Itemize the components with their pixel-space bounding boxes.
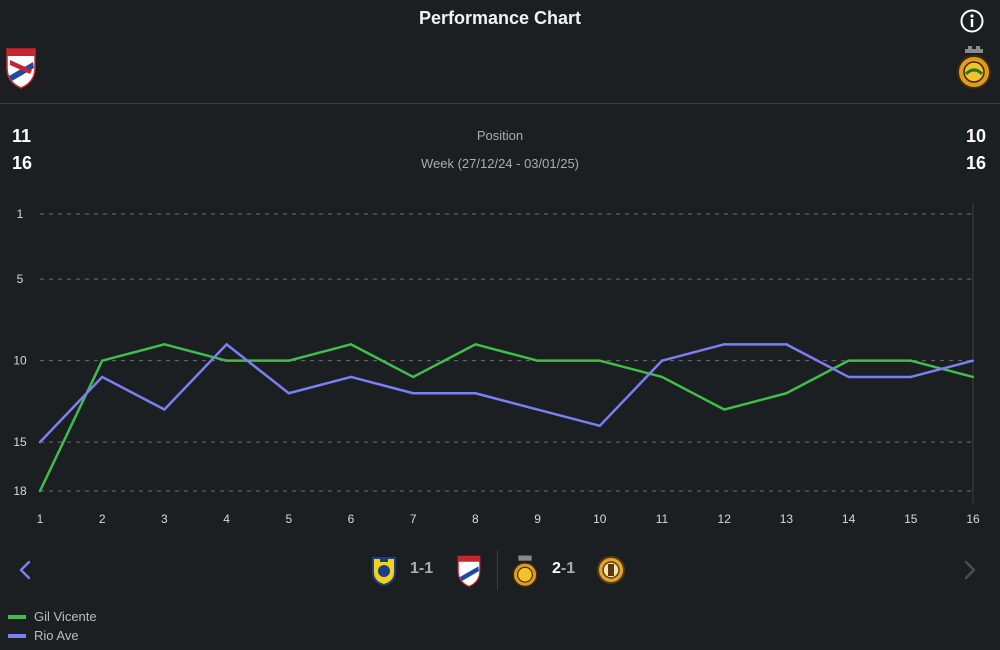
- fixture-1-away-goals: 1: [424, 560, 434, 577]
- x-tick-label-2: 2: [99, 512, 106, 526]
- x-tick-label-5: 5: [285, 512, 292, 526]
- series-line-gil-vicente: [38, 343, 974, 492]
- legend-label-rio-ave: Rio Ave: [34, 628, 79, 643]
- data-point-rio-ave-8: [474, 392, 477, 395]
- data-point-gil-vicente-15: [909, 359, 912, 362]
- gil-vicente-crest-icon[interactable]: [455, 554, 483, 588]
- rio-ave-crest-icon[interactable]: [511, 554, 539, 588]
- fixture-divider: [497, 550, 498, 590]
- data-point-gil-vicente-13: [785, 392, 788, 395]
- data-point-rio-ave-2: [101, 375, 104, 379]
- fixture-2-score-separator: -: [560, 560, 567, 577]
- header-divider: [0, 103, 1000, 104]
- data-point-gil-vicente-16: [971, 375, 975, 379]
- x-tick-label-7: 7: [410, 512, 417, 526]
- fixture-2-home-goals: 2: [552, 560, 561, 577]
- legend-label-gil-vicente: Gil Vicente: [34, 609, 97, 624]
- data-point-gil-vicente-10: [598, 359, 601, 362]
- data-point-rio-ave-9: [536, 408, 539, 411]
- chevron-right-icon[interactable]: [957, 558, 981, 582]
- y-tick-label-1: 1: [17, 207, 24, 221]
- data-point-gil-vicente-12: [723, 408, 726, 411]
- fixture-1-score-separator: -: [418, 560, 425, 577]
- chevron-left-icon[interactable]: [14, 558, 38, 582]
- x-tick-label-15: 15: [904, 512, 918, 526]
- data-point-rio-ave-12: [723, 343, 726, 346]
- y-tick-label-18: 18: [13, 484, 27, 498]
- fixture-1-home-goals: 1: [410, 560, 419, 577]
- x-tick-label-16: 16: [966, 512, 980, 526]
- data-point-gil-vicente-6: [349, 343, 353, 346]
- y-tick-label-15: 15: [13, 435, 27, 449]
- data-point-rio-ave-4: [225, 343, 228, 346]
- data-point-rio-ave-5: [287, 392, 290, 395]
- x-tick-label-14: 14: [842, 512, 856, 526]
- data-point-rio-ave-7: [412, 392, 415, 395]
- chart-legend: Gil Vicente Rio Ave: [8, 607, 97, 645]
- y-tick-label-5: 5: [17, 272, 24, 286]
- x-tick-label-12: 12: [718, 512, 732, 526]
- x-tick-label-9: 9: [534, 512, 541, 526]
- data-point-gil-vicente-4: [225, 359, 228, 362]
- page-title: Performance Chart: [418, 8, 582, 28]
- data-point-rio-ave-15: [909, 375, 912, 379]
- fixture-2-score[interactable]: 2-1: [552, 560, 575, 578]
- data-point-rio-ave-10: [598, 424, 601, 428]
- data-point-gil-vicente-9: [536, 359, 539, 362]
- data-point-rio-ave-16: [971, 359, 975, 362]
- rio-ave-crest-icon: [957, 46, 991, 89]
- legend-item-gil-vicente[interactable]: Gil Vicente: [8, 607, 97, 626]
- x-tick-label-11: 11: [656, 512, 669, 526]
- data-point-gil-vicente-14: [847, 359, 850, 362]
- data-point-gil-vicente-11: [660, 375, 664, 379]
- position-label: Position: [476, 128, 524, 143]
- data-point-gil-vicente-8: [474, 343, 477, 346]
- fixture-1-score[interactable]: 1-1: [410, 560, 433, 578]
- x-tick-label-6: 6: [348, 512, 355, 526]
- data-point-gil-vicente-2: [101, 359, 104, 362]
- x-tick-label-10: 10: [593, 512, 607, 526]
- fixtures-row: 1-1 2-1: [0, 550, 1000, 590]
- data-point-rio-ave-6: [349, 375, 353, 379]
- x-tick-label-13: 13: [780, 512, 794, 526]
- data-point-rio-ave-13: [785, 343, 788, 346]
- legend-item-rio-ave[interactable]: Rio Ave: [8, 626, 97, 645]
- home-week-value: 16: [12, 153, 33, 173]
- data-point-gil-vicente-5: [287, 359, 290, 362]
- data-point-rio-ave-3: [163, 408, 166, 411]
- arouca-crest-icon[interactable]: [371, 556, 397, 586]
- fixture-2-away-goals: 1: [566, 560, 576, 577]
- x-tick-label-3: 3: [161, 512, 168, 526]
- week-label: Week (27/12/24 - 03/01/25): [420, 156, 580, 171]
- data-point-gil-vicente-7: [412, 375, 415, 379]
- info-icon[interactable]: [959, 8, 985, 34]
- x-tick-label-1: 1: [37, 512, 44, 526]
- y-tick-label-10: 10: [13, 354, 27, 368]
- x-tick-label-4: 4: [223, 512, 230, 526]
- data-point-gil-vicente-1: [38, 489, 42, 493]
- x-tick-label-8: 8: [472, 512, 479, 526]
- data-point-rio-ave-1: [38, 440, 42, 444]
- gil-vicente-crest-icon: [6, 48, 36, 89]
- data-point-rio-ave-11: [660, 359, 664, 362]
- series-line-rio-ave: [39, 343, 974, 443]
- data-point-gil-vicente-3: [163, 343, 166, 346]
- away-position-value: 10: [965, 126, 986, 146]
- away-week-value: 16: [965, 153, 986, 173]
- home-position-value: 11: [12, 126, 32, 146]
- legend-swatch-rio-ave: [8, 633, 26, 638]
- data-point-rio-ave-14: [847, 375, 850, 379]
- academica-crest-icon[interactable]: [596, 555, 626, 585]
- legend-swatch-gil-vicente: [8, 614, 26, 619]
